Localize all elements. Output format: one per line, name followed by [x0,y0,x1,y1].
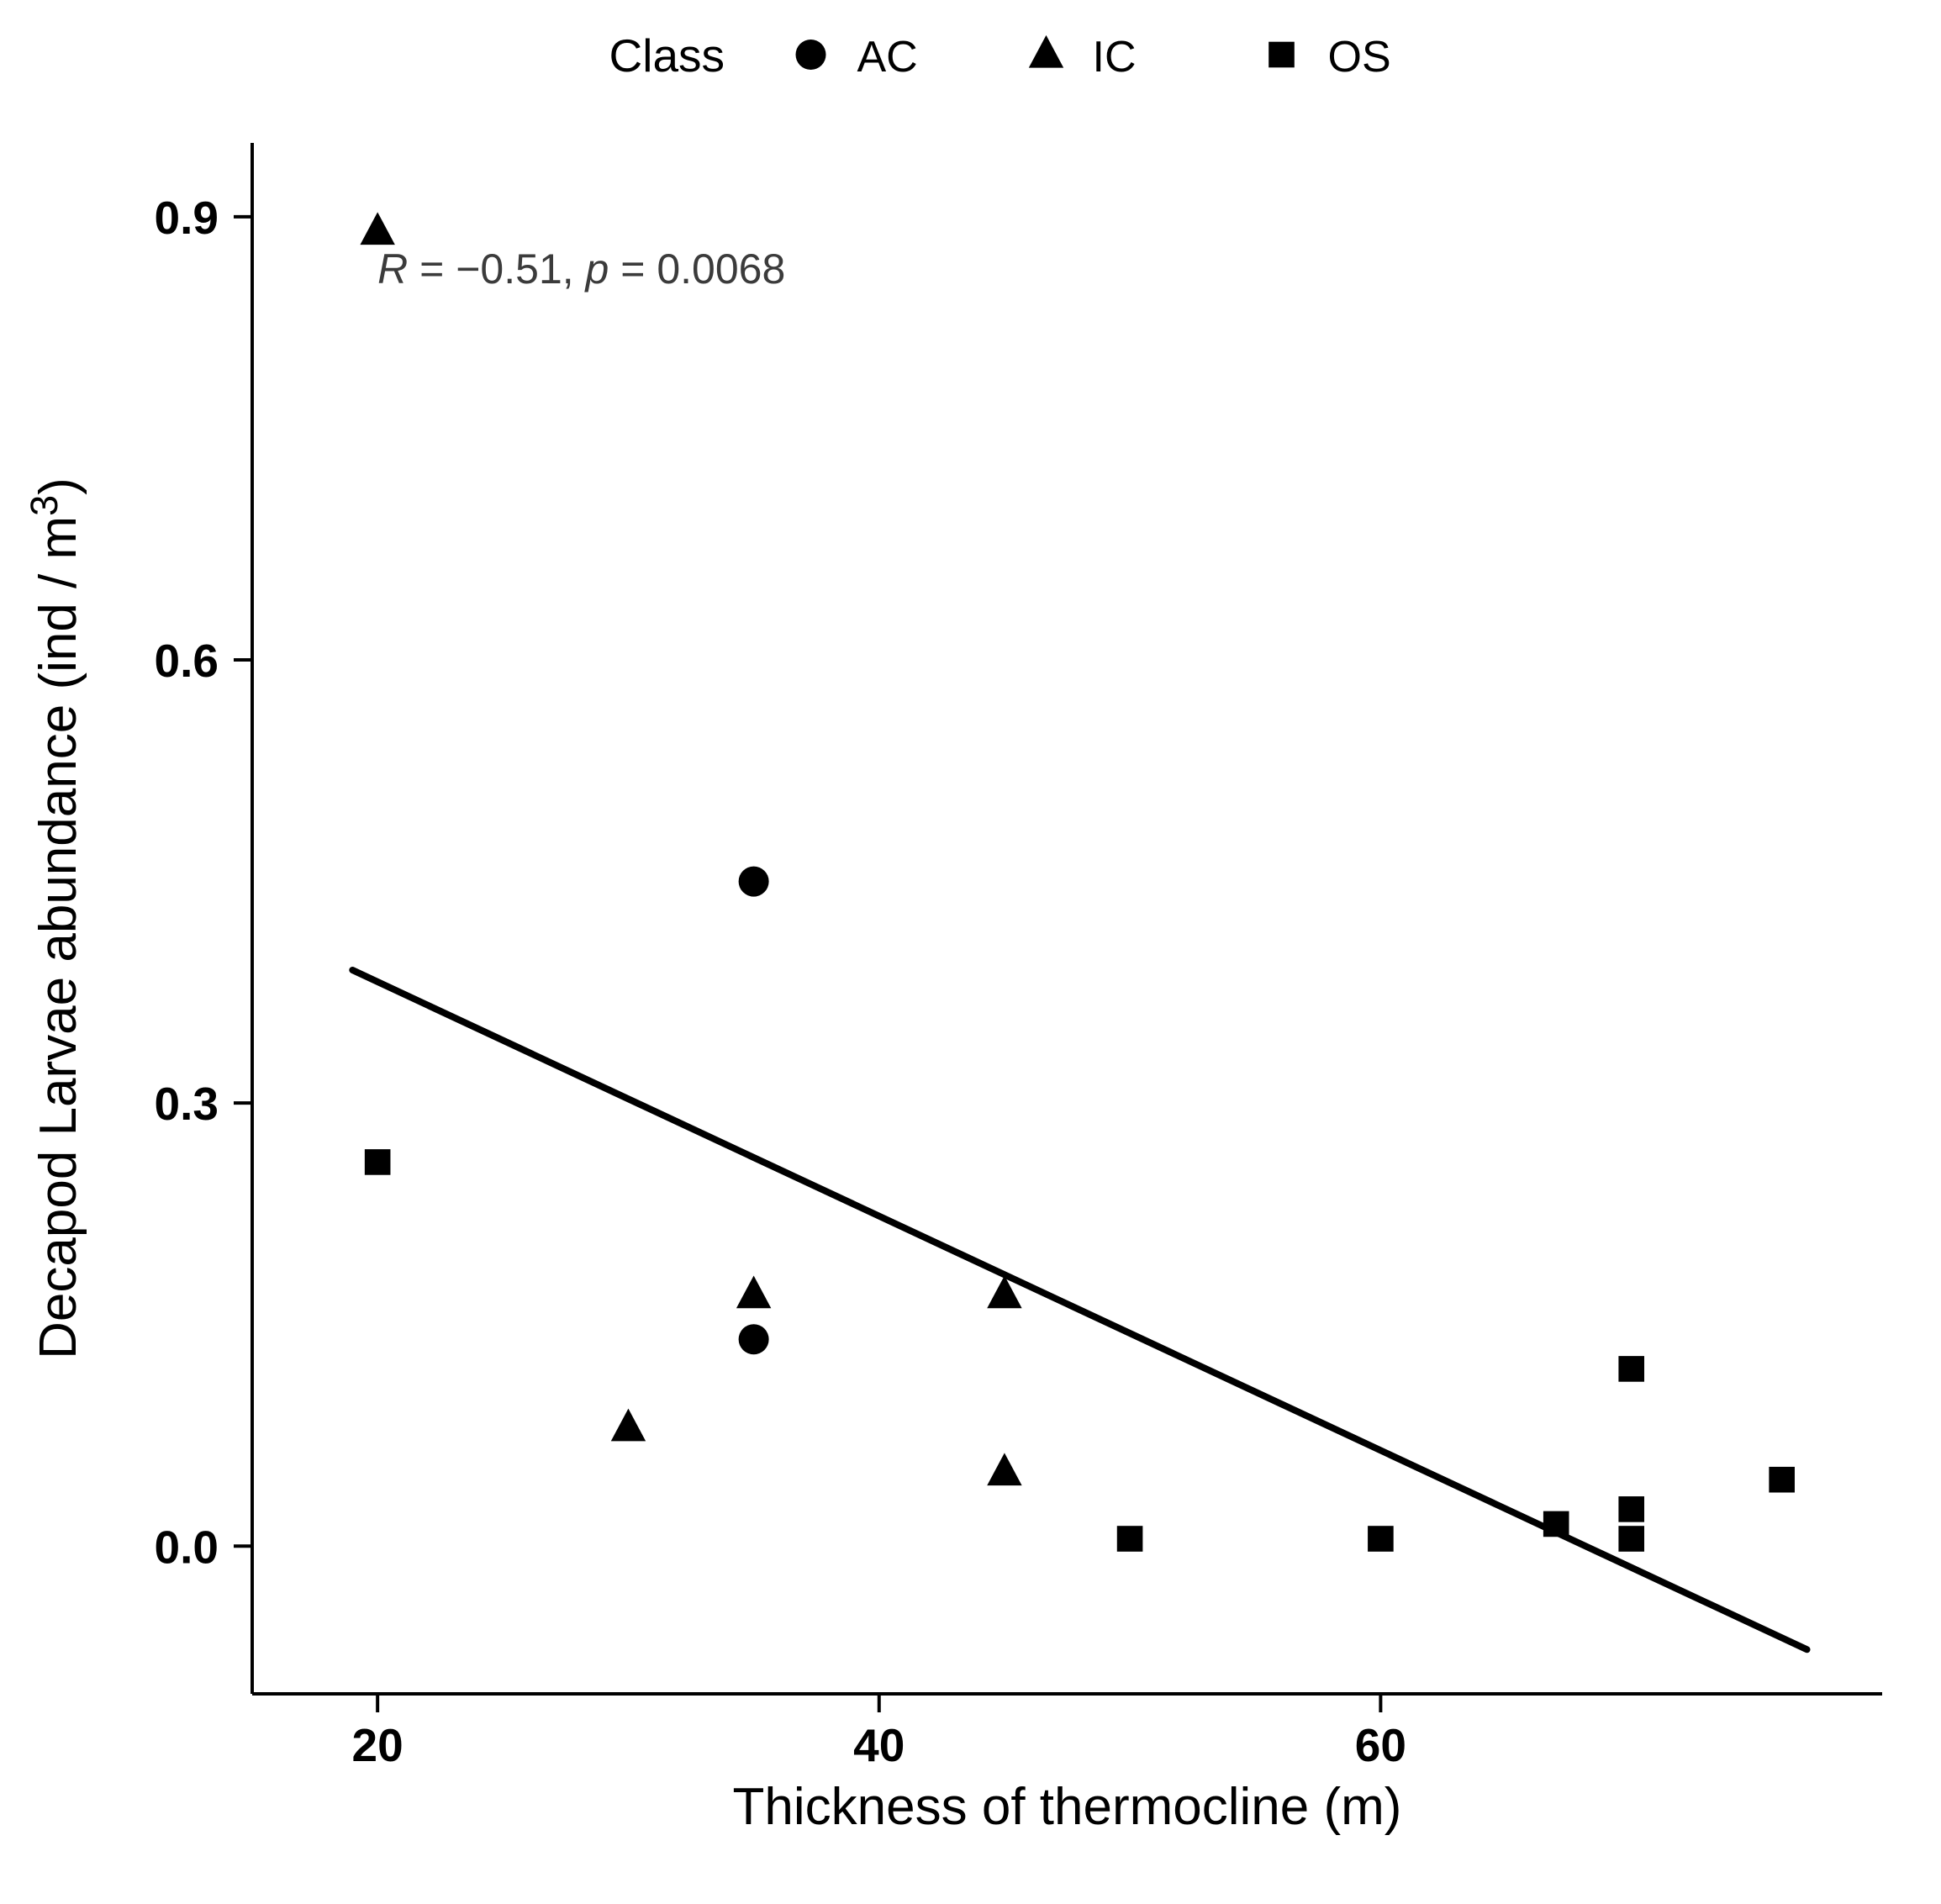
marker-square [1543,1511,1569,1537]
marker-square [1769,1467,1795,1493]
chart-background [0,0,1941,1904]
marker-square [365,1149,391,1175]
legend-item-label: OS [1328,33,1391,82]
correlation-annotation: R = −0.51, p = 0.0068 [377,245,785,293]
scatter-plot: 20 40 60 0.0 0.3 0.6 0.9 Thickness of thermocli… [0,0,1941,1904]
legend-item-label: AC [857,33,918,82]
x-tick-label: 60 [1355,1719,1406,1771]
x-tick-label: 40 [853,1719,905,1771]
x-axis-label: Thickness of thermocline (m) [733,1778,1402,1836]
marker-square [1368,1526,1394,1552]
x-tick-label: 20 [352,1719,403,1771]
marker-square [1618,1496,1644,1522]
marker-circle [739,867,769,897]
y-tick-label: 0.6 [155,635,219,687]
y-axis-label: Decapod Larvae abundance (ind / m3) [23,477,87,1359]
marker-square [1618,1526,1644,1552]
y-tick-label: 0.3 [155,1078,219,1130]
y-tick-label: 0.9 [155,192,219,244]
marker-circle [739,1324,769,1354]
chart-container: 20 40 60 0.0 0.3 0.6 0.9 Thickness of thermocli… [0,0,1941,1904]
legend-title: Class [609,29,725,82]
y-tick-label: 0.0 [155,1521,219,1573]
marker-square [1117,1526,1143,1552]
marker-square [1269,42,1295,68]
legend-item-label: IC [1093,33,1137,82]
marker-circle [796,40,826,70]
marker-square [1618,1356,1644,1382]
